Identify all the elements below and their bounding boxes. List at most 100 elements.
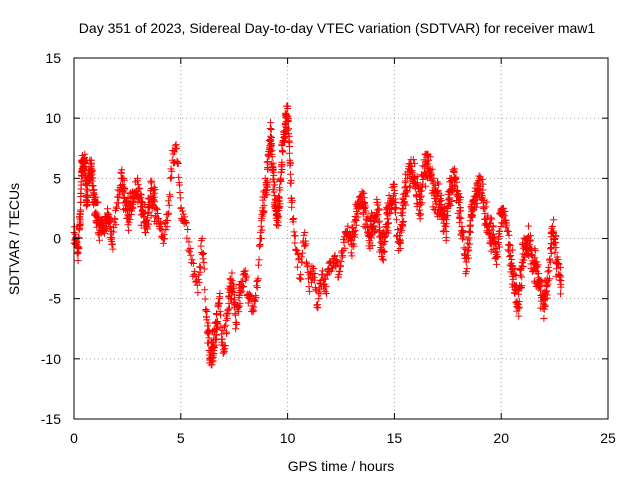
data-point [299,249,307,257]
data-point [508,255,516,263]
data-point [532,261,540,269]
data-point [269,186,277,194]
data-point [401,177,409,185]
data-point [521,251,529,259]
data-point [393,232,401,240]
data-point [104,205,112,213]
x-axis-label: GPS time / hours [288,458,395,474]
data-point [77,189,85,197]
data-point [384,215,392,223]
data-point [189,260,197,268]
data-point [424,160,432,168]
data-point [525,245,533,253]
data-point [150,183,158,191]
y-tick-label: 15 [45,50,61,66]
data-point [527,250,535,258]
data-point [186,245,194,253]
data-point [305,287,313,295]
data-point [311,270,319,278]
data-point [200,259,208,267]
data-point [304,261,312,269]
data-point [293,246,301,254]
data-point [267,125,275,133]
data-point [77,181,85,189]
data-point [531,254,539,262]
data-point [463,265,471,273]
data-point [257,235,265,242]
data-point [87,164,95,172]
data-point [364,213,372,221]
data-point [499,219,507,227]
data-point [142,228,150,236]
data-point [464,239,472,247]
data-point [462,258,470,266]
data-point [284,125,292,133]
data-point [416,188,424,196]
data-point [401,184,409,192]
data-point [195,278,203,286]
data-point [541,291,549,299]
data-point [232,325,240,333]
data-point [204,322,212,330]
data-point [455,198,463,206]
data-point [108,234,116,242]
data-point [121,199,129,207]
data-point [331,251,339,259]
data-point [267,119,275,127]
data-point [362,224,370,232]
data-point [207,361,215,369]
data-point [374,218,382,226]
data-point [469,206,477,214]
data-point [396,240,404,248]
y-tick-label: 0 [53,231,61,247]
data-point [488,215,496,223]
data-point [337,258,345,266]
data-point [118,166,126,174]
data-point [271,192,279,200]
data-point [450,182,458,190]
data-point [453,187,461,195]
data-point [310,264,318,272]
data-point [344,222,352,230]
data-point [391,205,399,213]
data-point [506,242,514,250]
data-point [352,221,360,229]
data-point [259,193,267,201]
data-point [120,193,128,201]
data-point [260,188,268,196]
data-point [360,194,368,202]
data-point [423,171,431,179]
data-point [556,264,564,272]
data-point [546,258,554,266]
data-point [434,208,442,216]
data-point [478,175,486,183]
data-point [205,334,213,342]
data-point [516,266,524,274]
data-point [518,282,526,290]
data-point [165,201,173,209]
data-point [377,244,385,252]
y-tick-label: -5 [49,291,62,307]
data-point [302,240,310,248]
data-point [235,284,243,292]
data-point [528,268,536,276]
data-point [515,298,523,306]
data-point [475,177,483,185]
data-point [311,276,319,284]
data-point [315,295,323,303]
x-tick-label: 0 [70,430,78,446]
data-point [322,283,330,291]
data-point [439,204,447,212]
data-point [549,227,557,235]
data-point [489,235,497,243]
data-point [109,245,117,253]
data-point [390,180,398,188]
data-point [489,245,497,253]
data-point [75,244,83,252]
data-point [524,234,532,242]
data-point [272,205,280,213]
data-point [291,239,299,247]
data-point [284,102,292,110]
data-point [283,127,291,135]
data-point [253,284,261,292]
